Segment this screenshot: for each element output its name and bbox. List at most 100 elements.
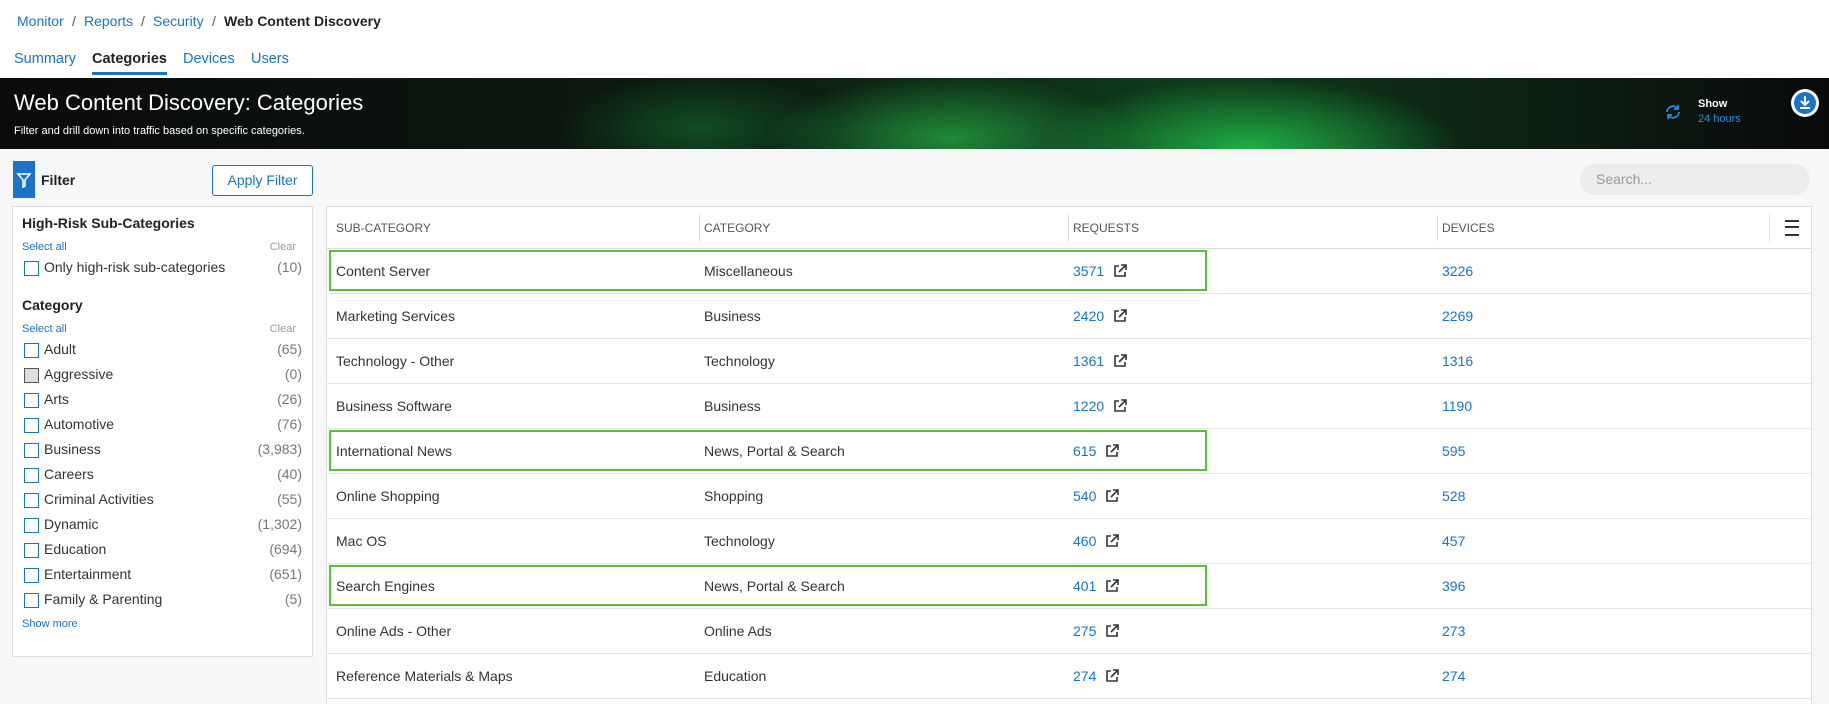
checkbox[interactable] xyxy=(24,543,39,558)
filter-item[interactable]: Education xyxy=(44,541,107,557)
filter-icon[interactable] xyxy=(13,161,35,198)
filter-count: (76) xyxy=(277,416,302,432)
table-cell[interactable]: 528 xyxy=(1442,488,1466,504)
breadcrumb-item[interactable]: Security xyxy=(153,13,204,29)
table-cell[interactable]: 401 xyxy=(1073,578,1097,594)
show-label: Show xyxy=(1698,98,1728,110)
select-all[interactable]: Select all xyxy=(22,241,67,253)
table-cell[interactable]: 1361 xyxy=(1073,353,1105,369)
filter-count: (26) xyxy=(277,391,302,407)
filter-item[interactable]: Careers xyxy=(44,466,94,482)
external-link-icon[interactable] xyxy=(1112,263,1128,279)
checkbox[interactable] xyxy=(24,568,39,583)
table-cell: Content Server xyxy=(336,263,431,279)
checkbox[interactable] xyxy=(24,443,39,458)
table-cell[interactable]: 460 xyxy=(1073,533,1097,549)
row-highlight xyxy=(329,250,1207,291)
checkbox[interactable] xyxy=(24,368,39,383)
table-cell[interactable]: 2269 xyxy=(1442,308,1474,324)
filter-item[interactable]: Business xyxy=(44,441,101,457)
checkbox[interactable] xyxy=(24,418,39,433)
breadcrumb-item[interactable]: Monitor xyxy=(17,13,64,29)
column-header: CATEGORY xyxy=(704,221,771,235)
filter-item[interactable]: Adult xyxy=(44,341,76,357)
table-cell: Business Software xyxy=(336,398,452,414)
clear[interactable]: Clear xyxy=(269,241,296,253)
table-cell: Online Ads xyxy=(704,623,772,639)
external-link-icon[interactable] xyxy=(1104,623,1120,639)
tab[interactable]: Devices xyxy=(183,51,235,67)
table-cell[interactable]: 3226 xyxy=(1442,263,1474,279)
table-cell: News, Portal & Search xyxy=(704,443,845,459)
filter-count: (40) xyxy=(277,466,302,482)
external-link-icon[interactable] xyxy=(1112,308,1128,324)
table-cell[interactable]: 3571 xyxy=(1073,263,1105,279)
tab[interactable]: Categories xyxy=(92,51,167,75)
filter-item[interactable]: Automotive xyxy=(44,416,115,432)
apply-filter-button[interactable]: Apply Filter xyxy=(212,165,313,196)
filter-count: (694) xyxy=(269,541,302,557)
table-cell[interactable]: 274 xyxy=(1073,668,1097,684)
show-value[interactable]: 24 hours xyxy=(1698,113,1741,125)
table-cell[interactable]: 457 xyxy=(1442,533,1466,549)
row-border xyxy=(327,698,1811,699)
checkbox[interactable] xyxy=(24,518,39,533)
breadcrumb-item[interactable]: Reports xyxy=(84,13,134,29)
table-cell[interactable]: 1220 xyxy=(1073,398,1105,414)
row-border xyxy=(327,473,1811,474)
filter-item[interactable]: Aggressive xyxy=(44,366,114,382)
external-link-icon[interactable] xyxy=(1104,668,1120,684)
filter-item[interactable]: Dynamic xyxy=(44,516,99,532)
search-input[interactable]: Search... xyxy=(1580,164,1810,195)
external-link-icon[interactable] xyxy=(1104,443,1120,459)
column-divider xyxy=(1769,215,1770,241)
table-cell[interactable]: 273 xyxy=(1442,623,1466,639)
filter-label: Filter xyxy=(41,172,76,188)
filter-item[interactable]: Arts xyxy=(44,391,69,407)
external-link-icon[interactable] xyxy=(1104,578,1120,594)
row-border xyxy=(327,293,1811,294)
table-cell: Technology xyxy=(704,533,775,549)
column-menu[interactable] xyxy=(1785,220,1799,236)
top-bar xyxy=(0,0,1829,78)
checkbox[interactable] xyxy=(24,261,39,276)
table-cell[interactable]: 595 xyxy=(1442,443,1466,459)
header-border xyxy=(327,248,1811,249)
download-button[interactable] xyxy=(1790,88,1820,118)
external-link-icon[interactable] xyxy=(1104,488,1120,504)
select-all[interactable]: Select all xyxy=(22,323,67,335)
external-link-icon[interactable] xyxy=(1104,533,1120,549)
column-header: DEVICES xyxy=(1442,221,1495,235)
checkbox[interactable] xyxy=(24,593,39,608)
filter-item[interactable]: Only high-risk sub-categories xyxy=(44,259,226,275)
section-title: High-Risk Sub-Categories xyxy=(22,215,195,231)
table-cell[interactable]: 1190 xyxy=(1442,398,1473,414)
table-cell[interactable]: 1316 xyxy=(1442,353,1474,369)
table-cell: Search Engines xyxy=(336,578,435,594)
filter-item[interactable]: Entertainment xyxy=(44,566,132,582)
table-cell[interactable]: 2420 xyxy=(1073,308,1105,324)
tab[interactable]: Users xyxy=(251,51,289,67)
refresh-icon[interactable] xyxy=(1664,103,1682,121)
show-more[interactable]: Show more xyxy=(22,618,78,630)
tab[interactable]: Summary xyxy=(14,51,77,67)
checkbox[interactable] xyxy=(24,493,39,508)
checkbox[interactable] xyxy=(24,468,39,483)
checkbox[interactable] xyxy=(24,343,39,358)
filter-count: (10) xyxy=(277,259,302,275)
clear[interactable]: Clear xyxy=(269,323,296,335)
checkbox[interactable] xyxy=(24,393,39,408)
external-link-icon[interactable] xyxy=(1112,353,1128,369)
table-cell[interactable]: 396 xyxy=(1442,578,1466,594)
row-border xyxy=(327,428,1811,429)
external-link-icon[interactable] xyxy=(1112,398,1128,414)
filter-item[interactable]: Family & Parenting xyxy=(44,591,163,607)
breadcrumb-separator: / xyxy=(212,13,216,29)
banner-subtitle: Filter and drill down into traffic based… xyxy=(14,125,305,137)
table-cell[interactable]: 540 xyxy=(1073,488,1097,504)
table-cell[interactable]: 274 xyxy=(1442,668,1466,684)
filter-item[interactable]: Criminal Activities xyxy=(44,491,154,507)
table-cell[interactable]: 615 xyxy=(1073,443,1097,459)
table-cell[interactable]: 275 xyxy=(1073,623,1097,639)
filter-count: (651) xyxy=(269,566,302,582)
